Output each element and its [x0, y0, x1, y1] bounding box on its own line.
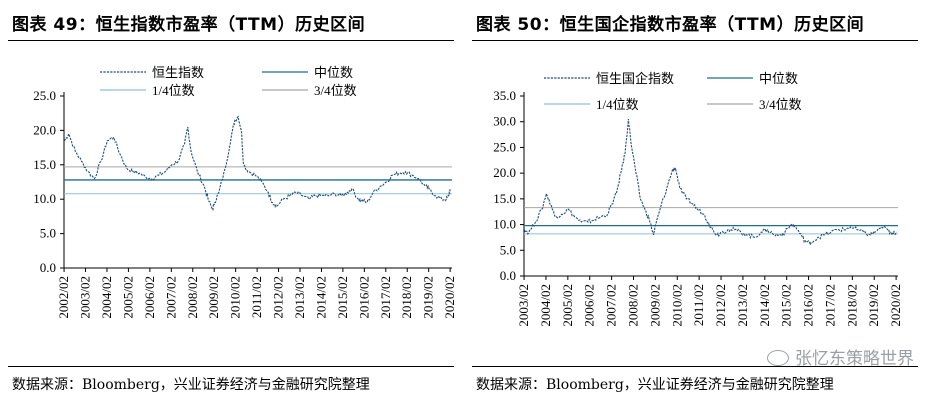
- legend-label: 中位数: [314, 65, 353, 80]
- y-tick-label: 5.0: [40, 226, 56, 241]
- y-tick-label: 15.0: [33, 157, 56, 172]
- legend-label: 恒生指数: [152, 65, 204, 80]
- x-tick-label: 2018/02: [844, 284, 859, 327]
- y-tick-label: 0.0: [500, 268, 516, 283]
- legend-label: 1/4位数: [152, 83, 195, 98]
- source-divider: [472, 366, 918, 367]
- title-divider: [8, 40, 454, 41]
- y-tick-label: 30.0: [493, 114, 516, 129]
- x-tick-label: 2014/02: [313, 276, 328, 319]
- source-note: 数据来源：Bloomberg，兴业证券经济与金融研究院整理: [12, 377, 370, 393]
- y-tick-label: 10.0: [33, 191, 56, 206]
- legend-label: 1/4位数: [596, 97, 639, 112]
- legend-label: 3/4位数: [314, 83, 357, 98]
- y-tick-label: 25.0: [493, 139, 516, 154]
- x-tick-label: 2007/02: [604, 284, 619, 327]
- legend-label: 中位数: [759, 71, 798, 86]
- x-tick-label: 2005/02: [120, 276, 135, 319]
- y-tick-label: 15.0: [493, 191, 516, 206]
- y-tick-label: 20.0: [33, 122, 56, 137]
- x-tick-label: 2015/02: [335, 276, 350, 319]
- x-tick-label: 2015/02: [779, 284, 794, 327]
- x-tick-label: 2006/02: [142, 276, 157, 319]
- x-tick-label: 2006/02: [582, 284, 597, 327]
- y-tick-label: 5.0: [500, 242, 516, 257]
- x-tick-label: 2011/02: [691, 284, 706, 326]
- watermark: 张忆东策略世界: [767, 344, 914, 369]
- x-tick-label: 2020/02: [888, 284, 903, 327]
- x-tick-label: 2018/02: [399, 276, 414, 319]
- chart-title: 图表 50：恒生国企指数市盈率（TTM）历史区间: [476, 15, 865, 35]
- x-tick-label: 2003/02: [516, 284, 531, 327]
- wechat-icon: [767, 350, 789, 366]
- pe-series-line: [523, 119, 897, 247]
- x-tick-label: 2013/02: [292, 276, 307, 319]
- source-divider: [8, 366, 454, 367]
- x-tick-label: 2008/02: [625, 284, 640, 327]
- x-tick-label: 2016/02: [356, 276, 371, 319]
- x-tick-label: 2011/02: [249, 276, 264, 318]
- source-note: 数据来源：Bloomberg，兴业证券经济与金融研究院整理: [476, 377, 834, 393]
- y-tick-label: 0.0: [40, 260, 56, 275]
- x-tick-label: 2008/02: [185, 276, 200, 319]
- chart-panel-hsi: 图表 49：恒生指数市盈率（TTM）历史区间 0.0 5.0 10.0 15.0 20.…: [8, 15, 457, 393]
- pe-series-line: [63, 115, 451, 211]
- x-tick-label: 2007/02: [163, 276, 178, 319]
- x-tick-label: 2019/02: [421, 276, 436, 319]
- legend-label: 恒生国企指数: [596, 71, 674, 86]
- x-tick-label: 2016/02: [801, 284, 816, 327]
- watermark-text: 张忆东策略世界: [795, 349, 914, 369]
- pe-chart-hsi: 0.0 5.0 10.0 15.0 20.0 25.0 2002/02 2003/02 2004…: [33, 65, 457, 319]
- y-tick-label: 35.0: [493, 88, 516, 103]
- x-tick-label: 2014/02: [757, 284, 772, 327]
- x-tick-label: 2017/02: [378, 276, 393, 319]
- x-tick-label: 2012/02: [271, 276, 286, 319]
- x-tick-label: 2009/02: [206, 276, 221, 319]
- x-tick-label: 2010/02: [669, 284, 684, 327]
- x-tick-label: 2004/02: [538, 284, 553, 327]
- x-tick-label: 2019/02: [866, 284, 881, 327]
- title-divider: [472, 40, 918, 41]
- chart-title: 图表 49：恒生指数市盈率（TTM）历史区间: [12, 15, 366, 35]
- chart-panel-hscei: 图表 50：恒生国企指数市盈率（TTM）历史区间 0.0 5.0 10.0 15.0 2…: [464, 0, 928, 403]
- x-tick-label: 2004/02: [99, 276, 114, 319]
- y-tick-label: 10.0: [493, 217, 516, 232]
- x-tick-label: 2012/02: [713, 284, 728, 327]
- x-tick-label: 2003/02: [78, 276, 93, 319]
- y-tick-label: 25.0: [33, 88, 56, 103]
- x-tick-label: 2013/02: [735, 284, 750, 327]
- x-tick-label: 2005/02: [560, 284, 575, 327]
- x-tick-label: 2017/02: [822, 284, 837, 327]
- pe-chart-hscei: 0.0 5.0 10.0 15.0 20.0 25.0 30.0 35.0 2003/02 200…: [493, 71, 903, 327]
- x-tick-label: 2010/02: [228, 276, 243, 319]
- legend-label: 3/4位数: [759, 97, 802, 112]
- x-tick-label: 2009/02: [647, 284, 662, 327]
- x-tick-label: 2002/02: [56, 276, 71, 319]
- x-tick-label: 2020/02: [442, 276, 457, 319]
- y-tick-label: 20.0: [493, 165, 516, 180]
